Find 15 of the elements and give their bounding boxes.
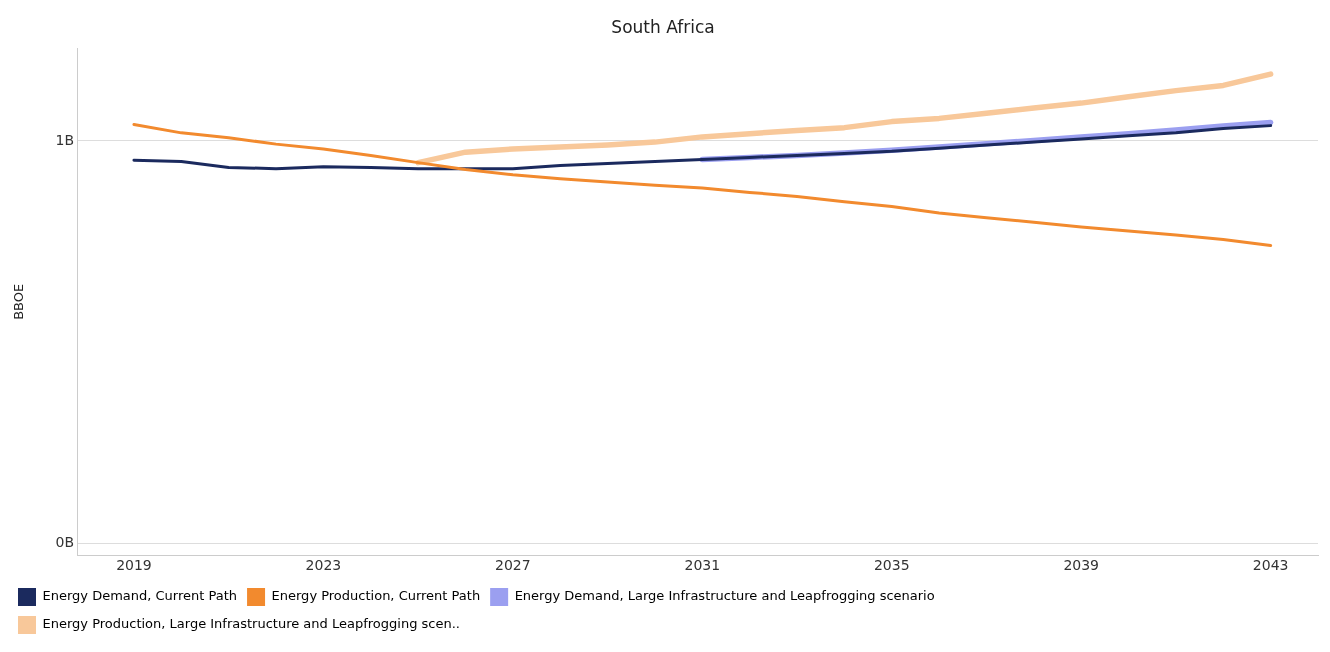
legend-label: Energy Production, Current Path <box>271 588 481 604</box>
x-tick-label: 2027 <box>495 557 531 574</box>
legend-label: Energy Demand, Large Infrastructure and Leapfrogging scenario <box>514 588 935 604</box>
x-tick-label: 2031 <box>684 557 721 574</box>
x-tick-label: 2035 <box>873 557 910 574</box>
x-tick-label: 2019 <box>116 557 152 574</box>
x-tick-label: 2023 <box>305 557 342 574</box>
y-axis-title: BBOE <box>11 283 27 320</box>
chart-title: South Africa <box>611 16 715 37</box>
legend-label: Energy Demand, Current Path <box>42 588 238 604</box>
y-tick-label: 0B <box>55 533 75 550</box>
y-tick-label: 1B <box>55 131 75 148</box>
x-tick-label: 2043 <box>1252 557 1289 574</box>
x-tick-label: 2039 <box>1063 557 1100 574</box>
legend-label: Energy Production, Large Infrastructure and Leapfrogging scen.. <box>42 616 460 632</box>
